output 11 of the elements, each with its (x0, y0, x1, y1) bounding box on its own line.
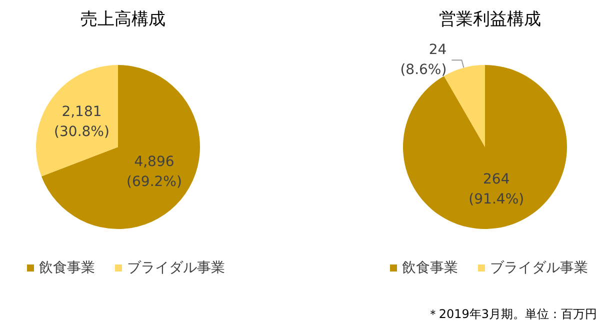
legend-label: 飲食事業 (39, 260, 95, 276)
chart-title: 営業利益構成 (439, 10, 541, 30)
text: ＊2019年3月期。単位：百万円 (426, 307, 598, 321)
data-label: 264 (91.4%) (468, 172, 524, 208)
chart-title: 売上高構成 (80, 10, 166, 30)
data-label: 4,896 (69.2%) (126, 154, 182, 190)
data-label: 24 (8.6%) (400, 42, 447, 78)
legend-label: ブライダル事業 (127, 260, 225, 276)
data-label: 2,181 (30.8%) (54, 104, 110, 140)
legend-label: 飲食事業 (402, 260, 458, 276)
legend-label: ブライダル事業 (490, 260, 588, 276)
